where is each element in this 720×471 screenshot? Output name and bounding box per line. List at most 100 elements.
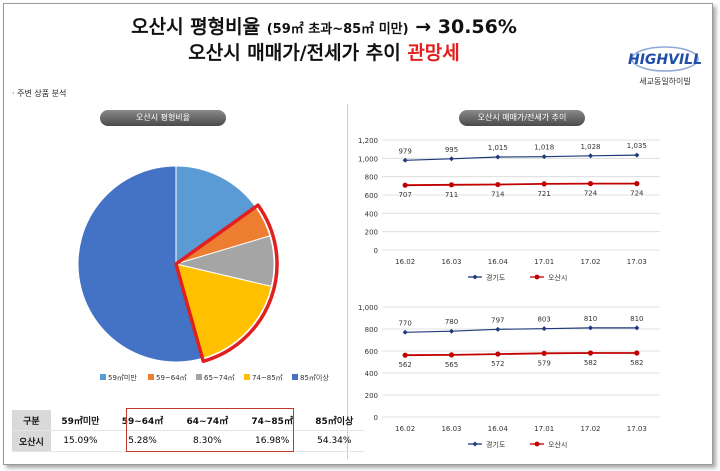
pie-legend-swatch (100, 374, 106, 380)
line2-data-label: 810 (584, 315, 597, 323)
line1-point (495, 154, 501, 160)
line2-point (449, 328, 454, 334)
line1-legend-marker (534, 274, 540, 280)
line1-point (448, 182, 455, 188)
table-row-label: 오산시 (12, 430, 51, 452)
line1-point (634, 181, 640, 187)
line2-point (448, 352, 455, 358)
table-col: 64~74㎡ (174, 410, 240, 431)
line2-point (541, 350, 547, 356)
line1-data-label: 1,028 (580, 143, 600, 151)
pie-legend-label: 59~64㎡ (156, 374, 187, 382)
line2-ytick-label: 1,000 (358, 304, 378, 312)
line1-ytick-label: 800 (365, 174, 378, 182)
line2-data-label: 770 (398, 319, 411, 327)
line2-legend-marker (472, 441, 478, 447)
pie-legend-label: 65~74㎡ (204, 374, 235, 382)
line2-xtick-label: 17.03 (627, 425, 647, 433)
line2-data-label: 565 (445, 361, 458, 369)
line1-xtick-label: 16.02 (395, 258, 415, 266)
line1-xtick-label: 16.04 (488, 258, 509, 266)
line2-ytick-label: 600 (365, 348, 378, 356)
logo-text: HIGHVILL (628, 52, 702, 68)
line1-data-label: 1,035 (627, 142, 647, 150)
line-chart-jeonse: 0 200 400 600 800 1,000 16.02 16.03 16.04 17.01 17… (358, 304, 660, 449)
line2-point (634, 325, 640, 331)
line1-data-label: 1,015 (488, 144, 508, 152)
slide: 오산시 평형비율 (59㎡ 초과~85㎡ 미만) → 30.56% 오산시 매매… (3, 3, 713, 465)
line1-ytick-label: 1,200 (358, 137, 378, 145)
line1-point (587, 181, 594, 187)
line1-data-label: 995 (445, 146, 458, 154)
line1-xtick-label: 16.03 (441, 258, 461, 266)
line2-data-label: 582 (584, 359, 597, 367)
title-line-1-value: 30.56% (437, 16, 517, 38)
line2-point (402, 352, 408, 358)
table-header-row: 구분 59㎡미만 59~64㎡ 64~74㎡ 74~85㎡ 85㎡이상 (12, 410, 364, 431)
pie-panel-title: 오산시 평형비율 (100, 110, 226, 126)
line2-point (495, 326, 501, 332)
line2-ytick-label: 200 (365, 392, 378, 400)
line2-point (588, 325, 593, 331)
panel-divider (347, 104, 348, 459)
title-line-2: 오산시 매매가/전세가 추이 관망세 (4, 38, 644, 65)
line1-data-label: 711 (445, 191, 458, 199)
table-cell: 15.09% (50, 430, 111, 452)
line2-ytick-label: 800 (365, 326, 378, 334)
line2-ytick-label: 400 (365, 370, 378, 378)
line2-xtick-label: 16.03 (441, 425, 461, 433)
line1-series-line (405, 182, 637, 187)
pie-legend-label: 85㎡이상 (300, 373, 329, 382)
line1-point (402, 157, 408, 163)
logo-mark: HIGHVILL (628, 46, 702, 72)
line1-data-label: 724 (584, 190, 598, 198)
line1-data-label: 1,018 (534, 144, 554, 152)
line1-legend-marker (472, 274, 478, 280)
line2-data-label: 572 (491, 360, 504, 368)
line1-ytick-label: 1,000 (358, 155, 378, 163)
line2-data-label: 579 (537, 359, 550, 367)
line2-xtick-label: 17.02 (580, 425, 600, 433)
line1-ytick-label: 0 (374, 247, 378, 255)
line2-series-line (405, 352, 637, 357)
line1-ytick-label: 600 (365, 192, 378, 200)
line2-ytick-label: 0 (374, 414, 378, 422)
line1-xtick-label: 17.02 (580, 258, 600, 266)
line2-legend-label: 경기도 (486, 440, 506, 449)
line2-xtick-label: 16.02 (395, 425, 415, 433)
table-highlight-box (126, 408, 294, 452)
line1-data-label: 979 (398, 147, 411, 155)
line2-legend-label: 오산시 (548, 440, 567, 449)
title-line-1-sub: (59㎡ 초과~85㎡ 미만) (266, 22, 409, 37)
line1-legend-label: 경기도 (486, 273, 506, 282)
line2-xtick-label: 16.04 (488, 425, 509, 433)
line1-ytick-label: 400 (365, 210, 378, 218)
title-line-1-main: 오산시 평형비율 (131, 16, 261, 38)
line1-point (541, 181, 547, 187)
pie-legend-swatch (196, 374, 202, 380)
line2-data-label: 803 (537, 316, 550, 324)
line1-point (634, 152, 640, 158)
line1-data-label: 707 (398, 191, 411, 199)
line1-data-label: 724 (630, 190, 644, 198)
line1-point (495, 181, 501, 188)
line2-point (634, 350, 640, 356)
line2-data-label: 797 (491, 316, 504, 324)
line1-series-line (405, 154, 637, 161)
line1-point (541, 154, 547, 160)
line1-xtick-label: 17.01 (534, 258, 554, 266)
title-line-1: 오산시 평형비율 (59㎡ 초과~85㎡ 미만) → 30.56% (4, 12, 644, 39)
pie-chart: 59㎡미만 59~64㎡ 65~74㎡ 74~85㎡ 85㎡이상 (77, 165, 329, 382)
table-cell: 54.34% (304, 430, 364, 452)
line2-legend-marker (534, 441, 540, 447)
pie-legend-label: 74~85㎡ (252, 374, 283, 382)
table-col: 74~85㎡ (239, 410, 305, 431)
logo-subtext: 세교동일하이빌 (639, 77, 691, 86)
line-chart-sale: 0 200 400 600 800 1,000 1,200 16.02 16.03 16.04 17… (358, 137, 660, 282)
table-col: 85㎡이상 (304, 410, 364, 431)
line2-point (495, 351, 501, 357)
line2-data-label: 582 (630, 359, 643, 367)
line1-data-label: 721 (537, 190, 550, 198)
pie-legend-swatch (292, 374, 298, 380)
line1-point (449, 156, 454, 162)
